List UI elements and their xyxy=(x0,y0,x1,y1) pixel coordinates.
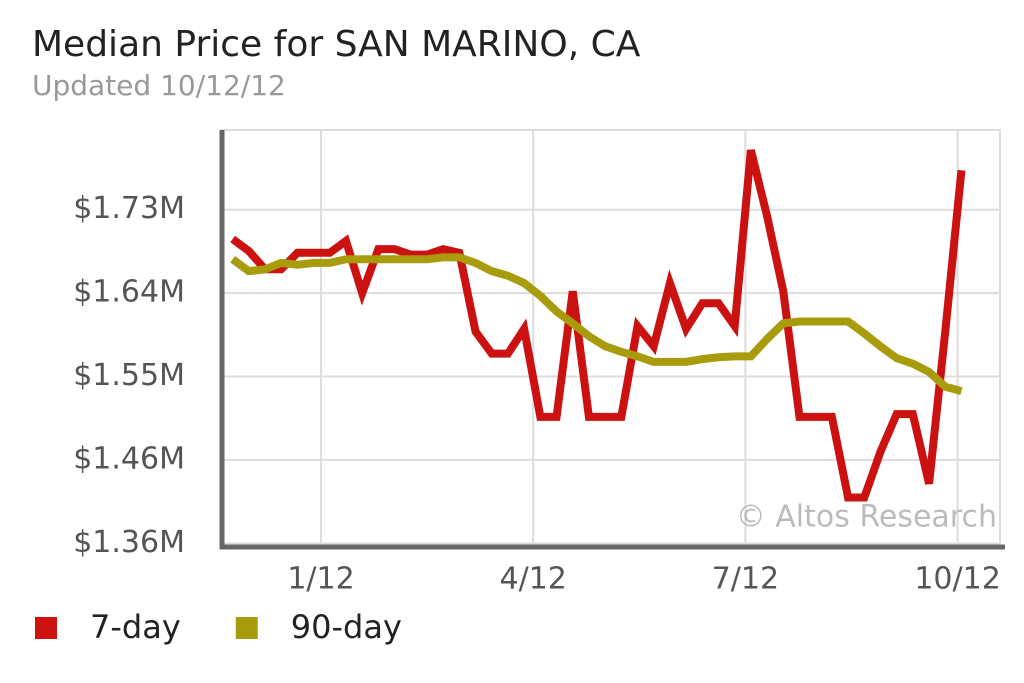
x-tick-label: 1/12 xyxy=(287,562,354,597)
y-tick-label: $1.73M xyxy=(73,191,185,226)
chart-title: Median Price for SAN MARINO, CA xyxy=(32,24,641,65)
chart-subtitle: Updated 10/12/12 xyxy=(32,69,286,102)
x-tick-label: 10/12 xyxy=(914,562,1000,597)
legend-swatch xyxy=(235,617,258,639)
legend-label: 90-day xyxy=(291,608,402,646)
legend-swatch xyxy=(35,617,57,639)
line-series xyxy=(230,149,966,502)
y-tick-label: $1.46M xyxy=(73,441,185,476)
y-tick-label: $1.55M xyxy=(73,358,185,393)
y-tick-label: $1.64M xyxy=(73,275,185,310)
plot-frame xyxy=(221,129,1001,548)
watermark: © Altos Research xyxy=(736,500,997,535)
legend-label: 7-day xyxy=(90,608,181,646)
x-tick-label: 4/12 xyxy=(500,562,567,597)
y-tick-label: $1.36M xyxy=(73,525,185,560)
line-series xyxy=(230,253,963,396)
x-tick-label: 7/12 xyxy=(712,562,779,597)
